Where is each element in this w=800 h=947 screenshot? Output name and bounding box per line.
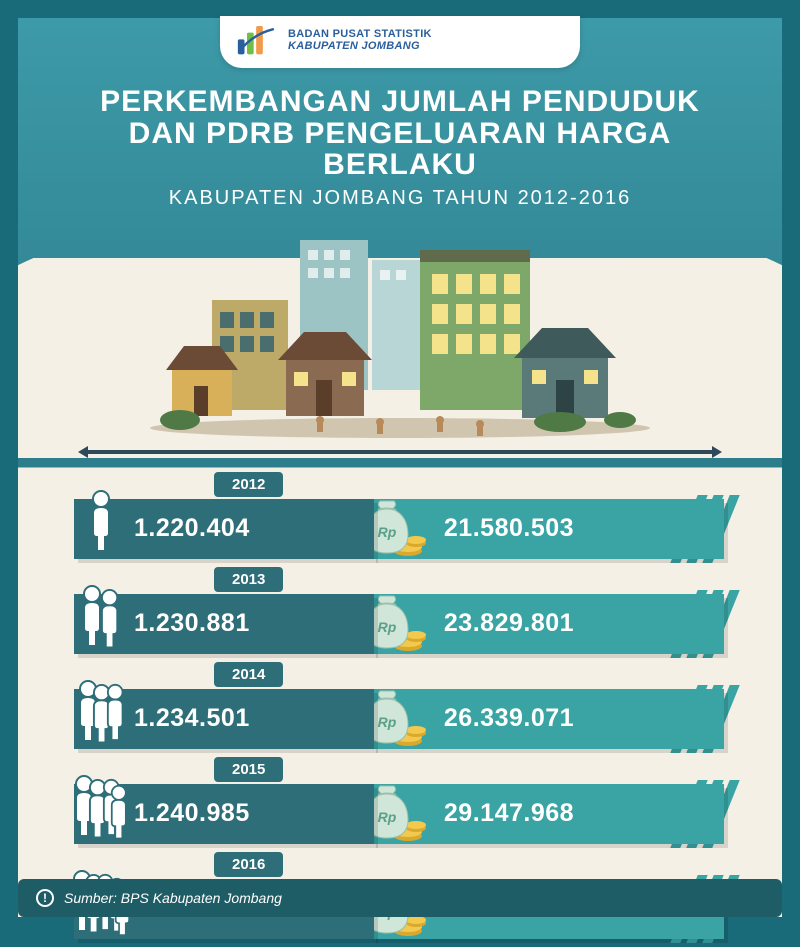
subtitle: KABUPATEN JOMBANG TAHUN 2012-2016 (48, 187, 752, 210)
people-icon (70, 489, 132, 559)
people-icon (70, 774, 132, 844)
bps-logo-icon (236, 26, 278, 56)
pdrb-bar: Rp 23.829.801 (372, 594, 724, 654)
pdrb-value: 29.147.968 (444, 799, 574, 828)
data-row: 2014 1.234.501 Rp 26.339.071 (74, 662, 726, 749)
pdrb-value: 21.580.503 (444, 514, 574, 543)
data-row: 2015 1.240.985 Rp (74, 757, 726, 844)
pdrb-bar: Rp 26.339.071 (372, 689, 724, 749)
source-footer: ! Sumber: BPS Kabupaten Jombang (18, 879, 782, 917)
year-tab: 2014 (214, 662, 283, 687)
org-text: BADAN PUSAT STATISTIK KABUPATEN JOMBANG (288, 29, 432, 52)
title-block: PERKEMBANGAN JUMLAH PENDUDUK DAN PDRB PE… (18, 86, 782, 210)
org-line2: KABUPATEN JOMBANG (288, 41, 432, 53)
data-rows: 2012 1.220.404 Rp 21.580.503 2013 (18, 472, 782, 947)
pdrb-value: 26.339.071 (444, 704, 574, 733)
people-icon (70, 679, 132, 749)
pdrb-bar: Rp 21.580.503 (372, 499, 724, 559)
title-line1: PERKEMBANGAN JUMLAH PENDUDUK (48, 86, 752, 118)
population-bar: 1.240.985 (74, 784, 374, 844)
svg-text:Rp: Rp (378, 619, 397, 635)
population-value: 1.234.501 (134, 704, 250, 733)
infographic-frame: BADAN PUSAT STATISTIK KABUPATEN JOMBANG … (18, 18, 782, 917)
divider-line (78, 446, 722, 458)
data-row: 2012 1.220.404 Rp 21.580.503 (74, 472, 726, 559)
population-value: 1.230.881 (134, 609, 250, 638)
year-tab: 2012 (214, 472, 283, 497)
city-illustration (18, 220, 782, 440)
info-icon: ! (36, 889, 54, 907)
year-tab: 2013 (214, 567, 283, 592)
year-tab: 2015 (214, 757, 283, 782)
svg-text:Rp: Rp (378, 809, 397, 825)
org-header: BADAN PUSAT STATISTIK KABUPATEN JOMBANG (220, 16, 580, 68)
population-bar: 1.234.501 (74, 689, 374, 749)
people-icon (70, 584, 132, 654)
svg-text:Rp: Rp (378, 714, 397, 730)
population-bar: 1.220.404 (74, 499, 374, 559)
svg-text:Rp: Rp (378, 524, 397, 540)
title-line2: DAN PDRB PENGELUARAN HARGA BERLAKU (48, 118, 752, 181)
data-row: 2013 1.230.881 Rp 23.829.801 (74, 567, 726, 654)
population-bar: 1.230.881 (74, 594, 374, 654)
pdrb-value: 23.829.801 (444, 609, 574, 638)
pdrb-bar: Rp 29.147.968 (372, 784, 724, 844)
source-text: Sumber: BPS Kabupaten Jombang (64, 890, 282, 906)
year-tab: 2016 (214, 852, 283, 877)
population-value: 1.240.985 (134, 799, 250, 828)
population-value: 1.220.404 (134, 514, 250, 543)
